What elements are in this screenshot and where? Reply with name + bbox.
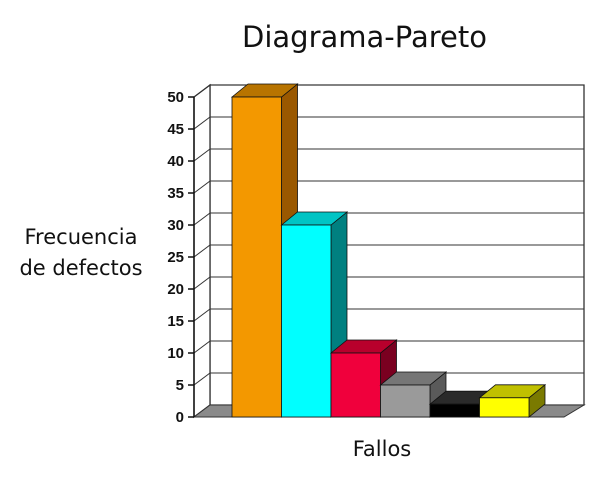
y-tick-label: 15 [167,313,184,330]
y-tick-label: 35 [167,185,184,202]
gridline-side [193,84,211,98]
y-axis-label-line-1: Frecuencia [24,225,138,249]
gridline-side [193,148,211,162]
gridline-side [193,212,211,226]
y-axis-label: Frecuencia de defectos [10,222,152,284]
gridline-side [193,340,211,354]
y-tick-label: 10 [167,345,184,362]
y-tick-label: 50 [167,89,184,106]
bar-front [479,397,530,418]
gridline-side [193,372,211,386]
gridline-side [193,180,211,194]
chart-title: Diagrama-Pareto [242,20,487,54]
bar [478,383,547,418]
y-tick-label: 0 [176,409,184,426]
y-tick-label: 40 [167,153,184,170]
y-axis-label-line-2: de defectos [19,256,143,280]
gridline-side [193,276,211,290]
bar-front [231,96,282,418]
bar-front [330,352,381,418]
chart-bars [230,83,547,418]
y-tick-label: 30 [167,217,184,234]
bar-front [281,224,332,418]
gridline-side [193,244,211,258]
y-tick-label: 25 [167,249,184,266]
y-tick-label: 5 [176,377,184,394]
bar-front [380,384,431,418]
bar-front [429,403,480,418]
y-tick-label: 20 [167,281,184,298]
y-axis: 0 5 10 15 20 25 30 35 40 45 50 [167,89,195,426]
gridline-side [193,116,211,130]
y-tick-label: 45 [167,121,184,138]
x-axis-label: Fallos [352,437,412,461]
gridline-side [193,308,211,322]
